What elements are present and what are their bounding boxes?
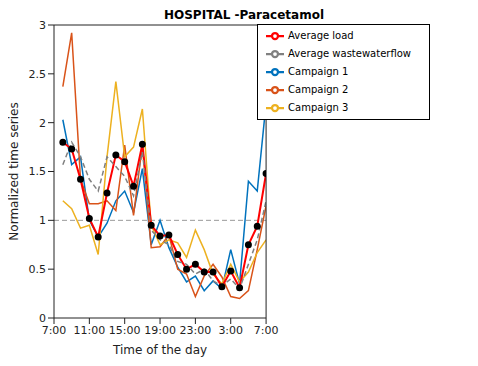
svg-text:3: 3 [39, 19, 46, 32]
svg-text:7:00: 7:00 [42, 324, 67, 337]
html-text:Average load: Average load [288, 30, 354, 41]
svg-text:3:00: 3:00 [218, 324, 243, 337]
html-text:Average wastewaterflow: Average wastewaterflow [288, 48, 411, 59]
svg-text:7:00: 7:00 [254, 324, 279, 337]
svg-text:23:00: 23:00 [180, 324, 212, 337]
svg-text:2.5: 2.5 [29, 68, 47, 81]
html-text:Campaign 1: Campaign 1 [288, 66, 349, 77]
svg-text:19:00: 19:00 [144, 324, 176, 337]
svg-text:Time of the day: Time of the day [112, 343, 207, 357]
html-text:HOSPITAL -Paracetamol: HOSPITAL -Paracetamol [164, 8, 324, 22]
svg-text:1.5: 1.5 [29, 165, 47, 178]
svg-text:11:00: 11:00 [73, 324, 105, 337]
html-text:Campaign 3: Campaign 3 [288, 102, 349, 113]
svg-text:15:00: 15:00 [109, 324, 141, 337]
svg-text:2: 2 [39, 117, 46, 130]
svg-text:0.5: 0.5 [29, 263, 47, 276]
svg-text:0: 0 [39, 312, 46, 325]
svg-text:1: 1 [39, 214, 46, 227]
svg-text:Normalized time series: Normalized time series [8, 102, 21, 240]
html-text:Campaign 2: Campaign 2 [288, 84, 349, 95]
